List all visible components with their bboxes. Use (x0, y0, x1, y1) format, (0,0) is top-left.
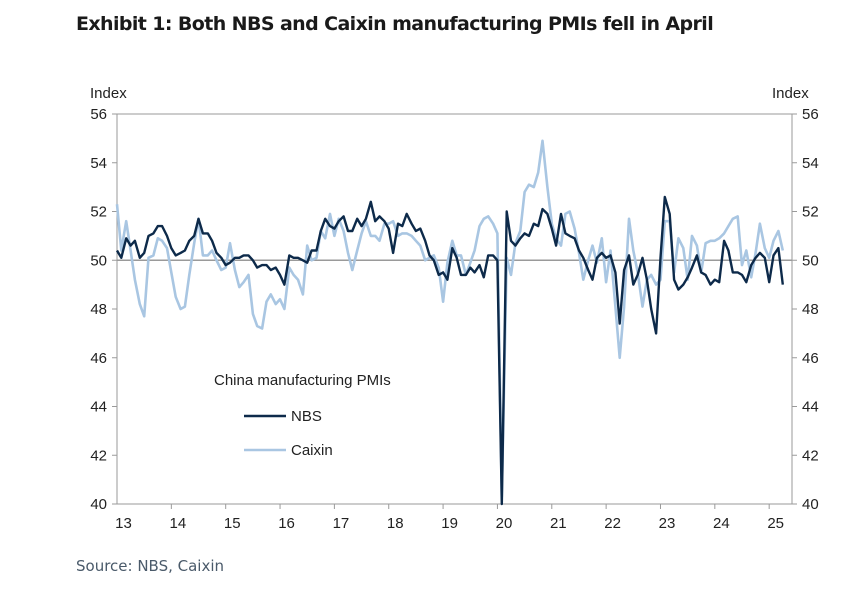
y-tick-label-left: 56 (90, 106, 107, 123)
x-tick-label: 21 (550, 515, 567, 532)
x-tick-label: 17 (333, 515, 350, 532)
legend-label-nbs: NBS (291, 408, 322, 425)
x-tick-label: 14 (170, 515, 187, 532)
legend: China manufacturing PMIs NBS Caixin (214, 372, 391, 459)
legend-label-caixin: Caixin (291, 442, 333, 459)
legend-title: China manufacturing PMIs (214, 372, 391, 389)
x-axis: 13 14 15 16 17 18 19 20 21 22 23 24 25 (115, 504, 784, 532)
y-tick-label-right: 56 (802, 106, 819, 123)
series-line-nbs (115, 195, 784, 506)
chart-title: Exhibit 1: Both NBS and Caixin manufactu… (76, 13, 714, 35)
y-tick-label-left: 54 (90, 155, 107, 172)
x-tick-label: 15 (224, 515, 241, 532)
y-axis-left: 40 42 44 46 48 50 52 54 56 (90, 106, 117, 513)
y-tick-label-right: 48 (802, 301, 819, 318)
y-tick-label-right: 46 (802, 350, 819, 367)
y-tick-label-right: 42 (802, 447, 819, 464)
y-tick-label-right: 50 (802, 252, 819, 269)
x-tick-label: 20 (496, 515, 513, 532)
source-note: Source: NBS, Caixin (76, 557, 225, 575)
x-tick-label: 24 (713, 515, 730, 532)
x-tick-label: 18 (387, 515, 404, 532)
y-tick-label-left: 44 (90, 399, 107, 416)
y-tick-label-right: 40 (802, 496, 819, 513)
plot-frame (116, 113, 793, 505)
y-tick-label-right: 52 (802, 204, 819, 221)
y-tick-label-left: 46 (90, 350, 107, 367)
y-tick-label-left: 40 (90, 496, 107, 513)
x-tick-label: 19 (441, 515, 458, 532)
x-tick-label: 16 (278, 515, 295, 532)
x-tick-label: 23 (659, 515, 676, 532)
y-axis-right: 40 42 44 46 48 50 52 54 56 (792, 106, 819, 513)
x-tick-label: 25 (767, 515, 784, 532)
y-tick-label-left: 42 (90, 447, 107, 464)
series-line-caixin (115, 139, 785, 499)
y-axis-right-label: Index (772, 85, 809, 102)
y-tick-label-right: 44 (802, 399, 819, 416)
series-group (115, 139, 785, 506)
y-tick-label-right: 54 (802, 155, 819, 172)
y-tick-label-left: 50 (90, 252, 107, 269)
x-tick-label: 22 (604, 515, 621, 532)
x-tick-label: 13 (115, 515, 132, 532)
y-tick-label-left: 52 (90, 204, 107, 221)
y-axis-left-label: Index (90, 85, 127, 102)
y-tick-label-left: 48 (90, 301, 107, 318)
